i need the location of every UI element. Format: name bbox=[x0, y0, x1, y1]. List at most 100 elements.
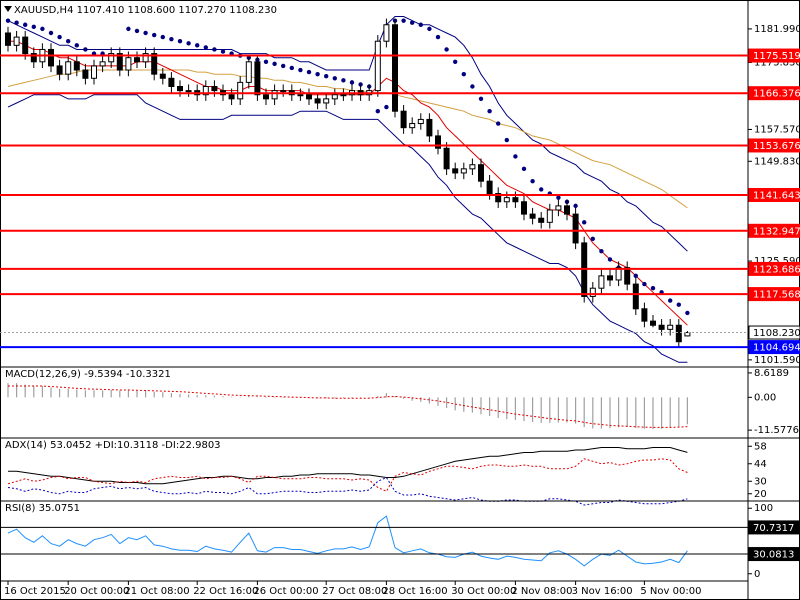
candle-body bbox=[615, 267, 622, 281]
sar-dot bbox=[650, 286, 656, 291]
histogram-bar bbox=[592, 397, 594, 429]
indicator-line bbox=[7, 16, 688, 252]
sar-dot bbox=[272, 61, 277, 67]
histogram-bar bbox=[411, 397, 413, 401]
histogram-bar bbox=[145, 390, 147, 398]
histogram-bar bbox=[76, 389, 78, 398]
candle-body bbox=[650, 320, 656, 326]
histogram-bar bbox=[669, 397, 671, 428]
sar-dot bbox=[14, 20, 19, 25]
histogram-bar bbox=[686, 397, 688, 425]
sar-dot bbox=[410, 20, 415, 25]
histogram-bar bbox=[480, 397, 482, 415]
y-tick-label: 44 bbox=[754, 459, 767, 470]
histogram-bar bbox=[119, 390, 121, 398]
histogram-bar bbox=[153, 391, 155, 398]
candle-body bbox=[177, 86, 183, 92]
level-label: 1166.376 bbox=[753, 89, 800, 100]
histogram-bar bbox=[618, 397, 620, 428]
y-tick-label: 1173.830 bbox=[754, 58, 800, 69]
symbol-icon bbox=[4, 6, 12, 12]
histogram-bar bbox=[282, 397, 284, 398]
sar-dot bbox=[676, 302, 681, 307]
sar-dot bbox=[504, 137, 509, 143]
histogram-bar bbox=[678, 397, 680, 428]
candle-body bbox=[297, 94, 304, 97]
histogram-bar bbox=[514, 397, 516, 420]
panel-title: ADX(14) 53.0452 +DI:10.3118 -DI:22.9803 bbox=[5, 440, 221, 451]
level-label-box bbox=[748, 261, 800, 276]
panel-title: RSI(8) 35.0751 bbox=[5, 503, 80, 514]
sar-dot bbox=[453, 59, 458, 65]
candle-body bbox=[641, 308, 648, 322]
histogram-bar bbox=[420, 397, 422, 402]
sar-dot bbox=[496, 121, 501, 126]
level-label: 1132.947 bbox=[753, 226, 800, 237]
sar-dot bbox=[195, 43, 200, 48]
candle-body bbox=[478, 164, 484, 182]
sar-dot bbox=[169, 36, 174, 42]
histogram-bar bbox=[136, 390, 138, 398]
histogram-bar bbox=[41, 386, 43, 398]
histogram-bar bbox=[635, 397, 637, 428]
sar-dot bbox=[66, 39, 71, 44]
candle-body bbox=[22, 36, 29, 55]
histogram-bar bbox=[566, 397, 568, 423]
candle-body bbox=[417, 118, 424, 125]
sar-dot bbox=[375, 109, 380, 114]
panel-title: XAUUSD,H4 1107.410 1108.600 1107.270 110… bbox=[14, 5, 277, 16]
histogram-bar bbox=[33, 386, 35, 398]
x-tick-label: 20 Oct 00:00 bbox=[64, 586, 129, 597]
level-label: 1117.568 bbox=[753, 290, 800, 301]
sar-dot bbox=[539, 187, 544, 192]
candle-body bbox=[675, 324, 682, 343]
candle-body bbox=[151, 53, 158, 75]
histogram-bar bbox=[377, 395, 379, 398]
sar-dot bbox=[74, 43, 80, 48]
level-label-box bbox=[748, 340, 800, 355]
sar-dot bbox=[556, 195, 561, 200]
sar-dot bbox=[40, 26, 45, 32]
candle-body bbox=[452, 168, 459, 174]
sar-dot bbox=[298, 67, 303, 73]
sar-dot bbox=[607, 257, 613, 262]
histogram-bar bbox=[497, 397, 499, 419]
y-tick-label: 8.6189 bbox=[754, 368, 789, 379]
candle-body bbox=[607, 275, 613, 281]
candle-body bbox=[572, 213, 579, 244]
panel-title: MACD(12,26,9) -9.5394 -10.3321 bbox=[5, 369, 171, 380]
candle-body bbox=[134, 57, 140, 63]
histogram-bar bbox=[248, 395, 250, 398]
x-tick-label: 5 Nov 00:00 bbox=[640, 586, 701, 597]
y-tick-label: -11.5776 bbox=[754, 425, 799, 436]
sar-dot bbox=[160, 34, 165, 40]
y-tick-label: 1149.830 bbox=[754, 156, 800, 167]
histogram-bar bbox=[661, 397, 663, 429]
candle-body bbox=[185, 90, 192, 93]
sar-dot bbox=[427, 26, 432, 32]
histogram-bar bbox=[342, 397, 344, 399]
candle-body bbox=[211, 86, 218, 92]
candle-body bbox=[237, 81, 244, 100]
level-label-box bbox=[748, 138, 800, 153]
sar-dot bbox=[212, 47, 217, 52]
histogram-bar bbox=[523, 397, 525, 422]
sar-dot bbox=[513, 154, 518, 159]
y-tick-label: 1157.570 bbox=[754, 124, 800, 135]
candle-body bbox=[555, 205, 562, 211]
y-tick-label: 100 bbox=[754, 503, 773, 514]
sar-dot bbox=[83, 47, 88, 52]
x-tick-label: 16 Oct 2015 bbox=[4, 586, 66, 597]
histogram-bar bbox=[24, 384, 26, 398]
level-label: 1153.676 bbox=[753, 141, 800, 152]
level-label: 1141.643 bbox=[753, 190, 800, 201]
x-tick-label: 30 Oct 00:00 bbox=[451, 586, 516, 597]
x-tick-label: 3 Nov 16:00 bbox=[572, 586, 633, 597]
y-tick-label: 0 bbox=[754, 569, 760, 580]
candle-body bbox=[306, 94, 312, 100]
level-label-box bbox=[748, 325, 800, 340]
candle-body bbox=[65, 61, 72, 75]
candle-body bbox=[263, 94, 269, 100]
y-tick-label: 30 bbox=[754, 476, 767, 487]
